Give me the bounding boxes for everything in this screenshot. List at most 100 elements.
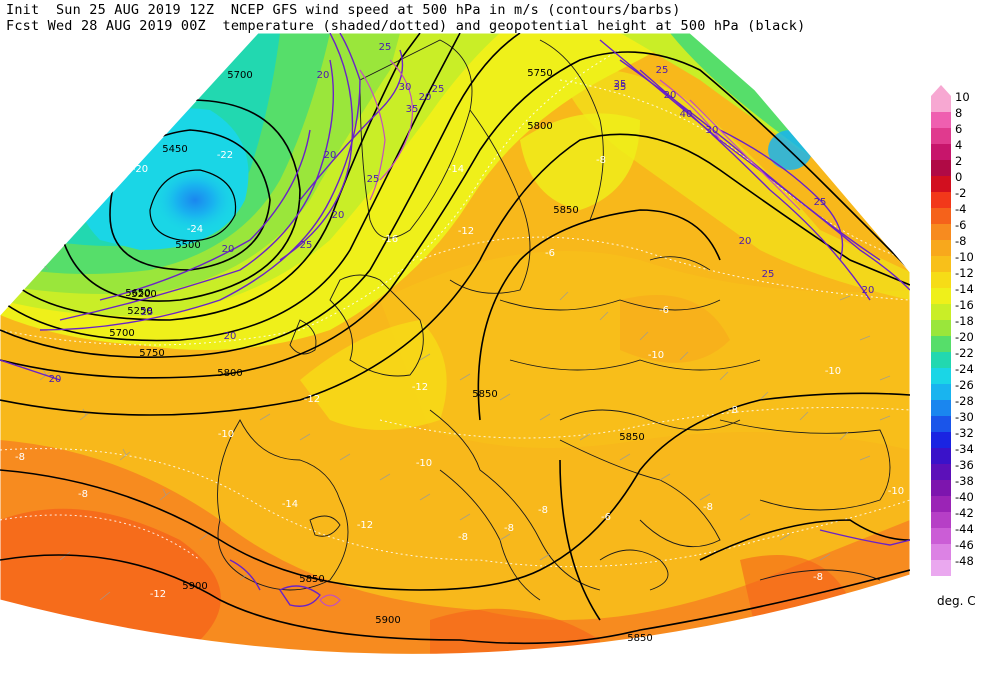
legend-swatch xyxy=(931,272,951,288)
temperature-label: -6 xyxy=(545,248,555,259)
wind-speed-label: 40 xyxy=(680,109,693,120)
temperature-label: -14 xyxy=(282,499,298,510)
wind-speed-label: 30 xyxy=(399,82,412,93)
temperature-label: -8 xyxy=(596,155,606,166)
legend-label: -44 xyxy=(955,522,974,536)
legend-units: deg. C xyxy=(937,594,976,608)
wind-speed-label: 25 xyxy=(762,269,775,280)
temperature-label: -20 xyxy=(132,164,148,175)
legend-swatch xyxy=(931,288,951,304)
wind-barbs xyxy=(19,79,891,601)
wind-speed-label: 25 xyxy=(300,240,313,251)
legend-label: -42 xyxy=(955,506,974,520)
legend-swatch xyxy=(931,256,951,272)
height-labels: 5700 5450 5500 5650 5700 5750 5800 5750 5800 5850… xyxy=(109,68,652,644)
temperature-labels: -22 -20 -24 -16 -14 -12 -12 -14 -12 -12 -10 -10 -10 -… xyxy=(15,150,904,653)
header-line-1: Init Sun 25 AUG 2019 12Z NCEP GFS wind s… xyxy=(6,2,681,18)
wind-speed-label: 20 xyxy=(317,70,330,81)
wind-speed-label: 25 xyxy=(656,65,669,76)
height-label: 5800 xyxy=(527,121,552,132)
legend-label: -12 xyxy=(955,266,974,280)
legend-swatch xyxy=(931,512,951,528)
legend-label: -26 xyxy=(955,378,974,392)
legend-swatch xyxy=(931,176,951,192)
legend-swatch xyxy=(931,544,951,560)
legend-swatch xyxy=(931,480,951,496)
height-label: 5850 xyxy=(627,633,652,644)
legend-label: -40 xyxy=(955,490,974,504)
strong-wind-contours xyxy=(319,59,801,607)
legend-label: -22 xyxy=(955,346,974,360)
height-label: 5800 xyxy=(217,368,242,379)
temperature-label: -12 xyxy=(150,589,166,600)
legend-swatch xyxy=(931,96,951,112)
wind-speed-label: 20 xyxy=(664,90,677,101)
legend-label: -46 xyxy=(955,538,974,552)
legend-swatch xyxy=(931,464,951,480)
legend-swatch xyxy=(931,336,951,352)
wind-speed-label: 20 xyxy=(224,331,237,342)
temperature-label: -10 xyxy=(648,350,664,361)
legend-label: -18 xyxy=(955,314,974,328)
height-label: 5750 xyxy=(139,348,164,359)
wind-speed-label: 25 xyxy=(379,42,392,53)
legend-label: -34 xyxy=(955,442,974,456)
legend-swatch xyxy=(931,448,951,464)
temperature-label: -14 xyxy=(448,164,464,175)
legend-label: 0 xyxy=(955,170,963,184)
legend-swatch xyxy=(931,208,951,224)
temperature-label: -22 xyxy=(217,150,233,161)
height-label: 5900 xyxy=(182,581,207,592)
temperature-label: -12 xyxy=(304,394,320,405)
height-label: 5850 xyxy=(619,432,644,443)
legend-swatch xyxy=(931,320,951,336)
legend-swatch xyxy=(931,432,951,448)
legend-label: -36 xyxy=(955,458,974,472)
legend-label: -4 xyxy=(955,202,967,216)
legend-label: -30 xyxy=(955,410,974,424)
wind-speed-label: 20 xyxy=(222,244,235,255)
temperature-label: -6 xyxy=(659,305,669,316)
legend-label: -8 xyxy=(955,234,967,248)
temperature-label: -8 xyxy=(728,405,738,416)
temperature-label: -8 xyxy=(458,532,468,543)
wind-speed-label: 30 xyxy=(706,125,719,136)
wind-speed-label: 20 xyxy=(332,210,345,221)
wind-speed-label: 20 xyxy=(862,285,875,296)
legend-label: -28 xyxy=(955,394,974,408)
legend-swatch xyxy=(931,528,951,544)
temperature-label: -8 xyxy=(15,452,25,463)
temperature-label: -8 xyxy=(504,523,514,534)
wind-speed-label: 35 xyxy=(406,104,419,115)
legend-swatch xyxy=(931,144,951,160)
legend-swatch xyxy=(931,560,951,576)
temperature-label: -8 xyxy=(813,572,823,583)
wind-speed-label: 20 xyxy=(324,150,337,161)
legend-top-arrow xyxy=(931,85,951,96)
legend-swatch xyxy=(931,128,951,144)
height-label: 5850 xyxy=(472,389,497,400)
legend-swatch xyxy=(931,352,951,368)
legend-swatch xyxy=(931,224,951,240)
temperature-label: -10 xyxy=(416,458,432,469)
height-label: 5850 xyxy=(553,205,578,216)
temperature-label: -8 xyxy=(78,489,88,500)
temperature-label: -10 xyxy=(218,429,234,440)
legend-label: 4 xyxy=(955,138,963,152)
temperature-label: -24 xyxy=(187,224,203,235)
legend-label: -6 xyxy=(955,218,967,232)
wind-speed-label: 25 xyxy=(614,79,627,90)
legend-swatch xyxy=(931,400,951,416)
height-label: 5500 xyxy=(175,240,200,251)
wind-speed-label: 25 xyxy=(367,174,380,185)
legend-swatch xyxy=(931,368,951,384)
legend-label: -24 xyxy=(955,362,974,376)
temperature-label: -12 xyxy=(357,520,373,531)
legend-swatch xyxy=(931,160,951,176)
coastlines xyxy=(217,39,891,601)
height-label: 5700 xyxy=(227,70,252,81)
height-label: 5250 xyxy=(127,306,152,317)
temperature-label: -8 xyxy=(538,505,548,516)
height-label: 5850 xyxy=(299,574,324,585)
temperature-label: -10 xyxy=(825,366,841,377)
